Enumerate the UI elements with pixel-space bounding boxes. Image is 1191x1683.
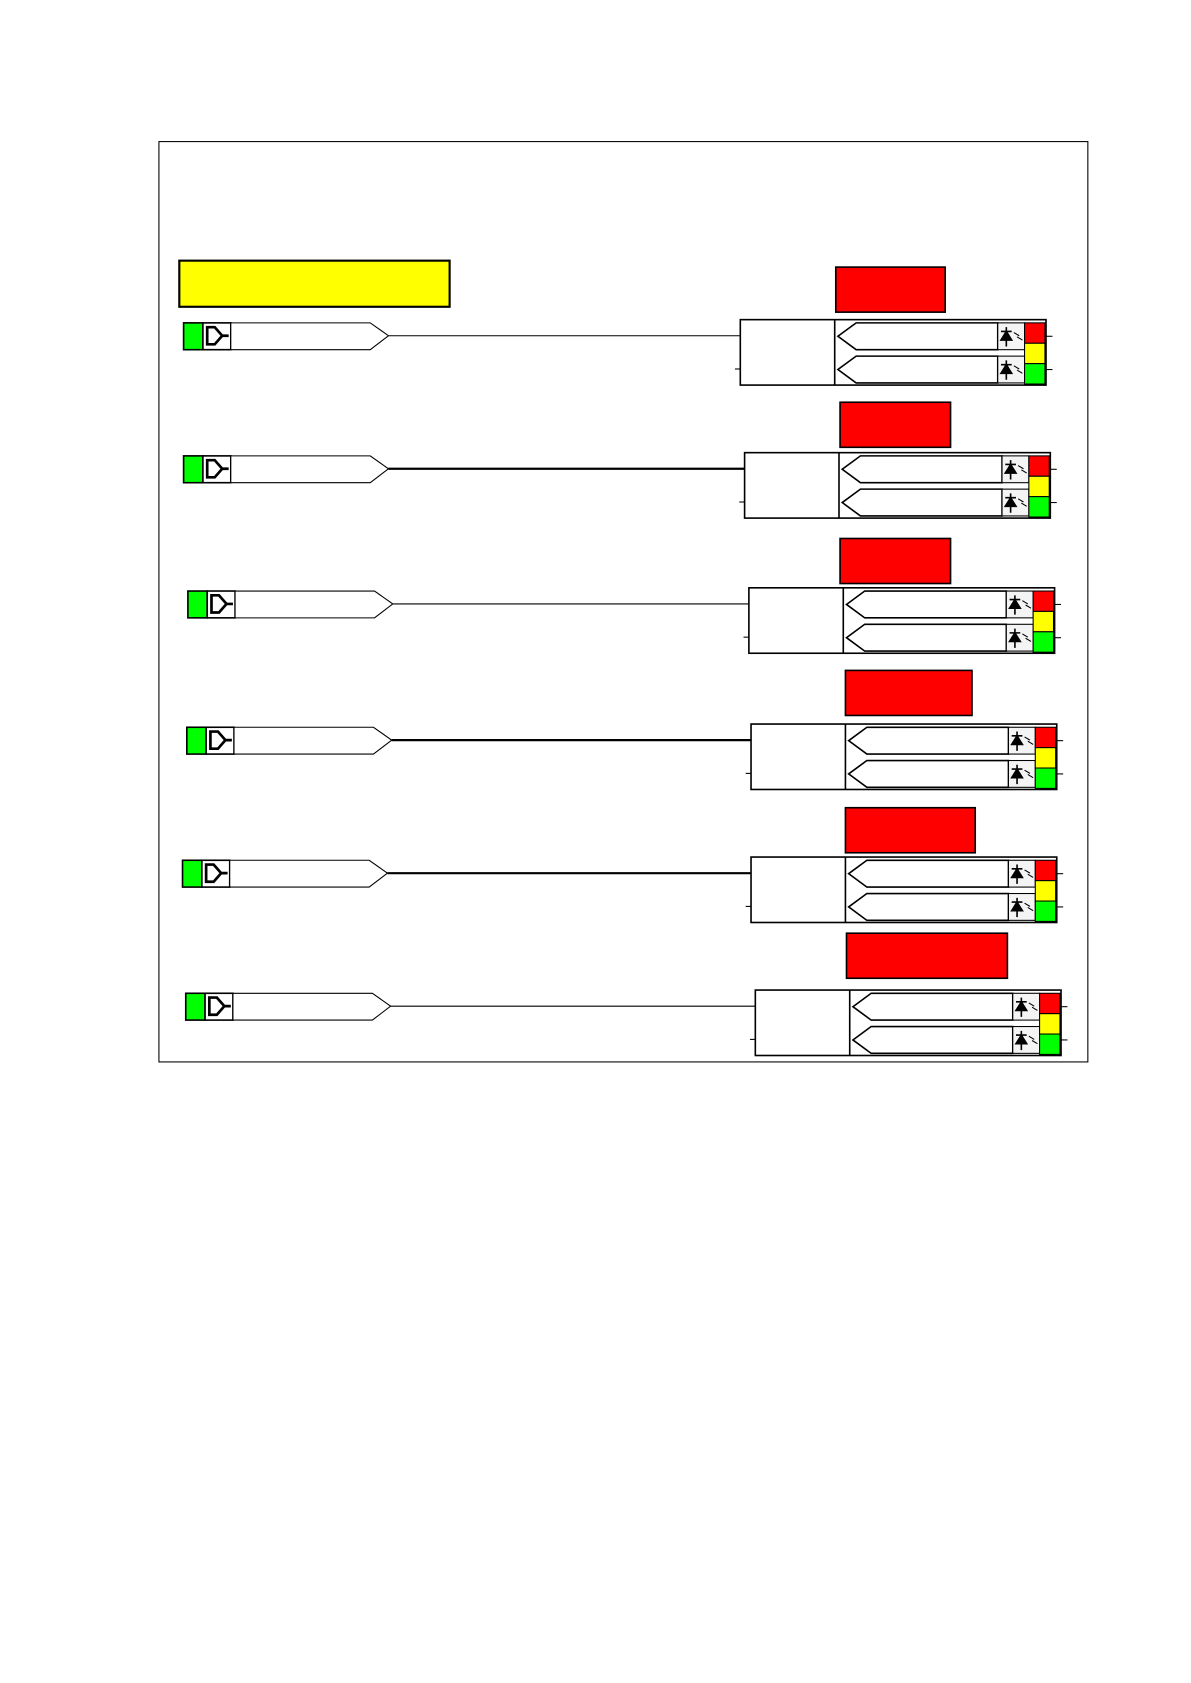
light-rays-icon xyxy=(1017,498,1027,507)
connector-icon xyxy=(209,730,232,751)
channel-tag xyxy=(840,488,1003,517)
light-rays-icon xyxy=(1017,465,1027,474)
channel-row-6 xyxy=(184,932,1068,1057)
status-lamp-red xyxy=(1024,322,1046,344)
status-lamp-green xyxy=(1024,363,1046,385)
status-lamp-yellow xyxy=(1028,475,1050,498)
label-block xyxy=(845,932,1009,980)
source-tag xyxy=(234,590,394,619)
status-lamp-green xyxy=(1039,1033,1061,1055)
source-tag xyxy=(233,726,393,755)
photodiode-icon-box xyxy=(1001,455,1030,484)
label-block xyxy=(844,669,973,717)
source-tag xyxy=(230,455,390,484)
status-lamp-yellow xyxy=(1032,610,1055,633)
light-rays-icon xyxy=(1013,365,1023,374)
photodiode-icon xyxy=(1014,1030,1029,1051)
photodiode-icon xyxy=(1003,460,1018,480)
channel-tag xyxy=(847,859,1010,888)
status-lamp-green xyxy=(1028,496,1050,518)
status-lamp-green xyxy=(1034,900,1057,922)
photodiode-icon xyxy=(1008,628,1022,648)
channel-row-3 xyxy=(187,537,1062,655)
label-block xyxy=(839,537,952,585)
label-block xyxy=(839,401,952,449)
label-block xyxy=(834,266,946,313)
light-rays-icon xyxy=(1024,869,1034,878)
photodiode-icon xyxy=(1010,764,1024,785)
channel-row-4 xyxy=(186,669,1064,791)
photodiode-icon-box xyxy=(1012,1025,1041,1054)
channel-tag xyxy=(845,623,1008,652)
connector-icon xyxy=(205,458,229,479)
diagram-frame xyxy=(158,141,1089,1063)
status-lamp-yellow xyxy=(1034,880,1057,902)
photodiode-icon xyxy=(1008,595,1022,615)
light-rays-icon xyxy=(1024,736,1034,745)
channel-row-1 xyxy=(182,266,1053,386)
photodiode-icon-box xyxy=(1005,590,1034,619)
light-rays-icon xyxy=(1022,633,1032,642)
photodiode-icon xyxy=(1003,493,1018,513)
source-status-indicator xyxy=(186,726,207,755)
source-status-indicator xyxy=(182,455,204,484)
light-rays-icon xyxy=(1022,600,1032,609)
connector-icon xyxy=(210,593,233,614)
light-rays-icon xyxy=(1024,902,1034,912)
channel-tag xyxy=(847,726,1010,755)
source-status-indicator xyxy=(187,590,209,619)
photodiode-icon-box xyxy=(1012,992,1041,1021)
status-lamp-red xyxy=(1034,859,1057,882)
channel-tag xyxy=(847,892,1010,922)
source-tag xyxy=(230,322,390,351)
photodiode-icon-box xyxy=(1007,892,1036,921)
light-rays-icon xyxy=(1028,1035,1038,1045)
channel-tag xyxy=(836,322,999,351)
photodiode-icon-box xyxy=(1005,623,1034,652)
status-lamp-red xyxy=(1034,726,1057,749)
photodiode-icon-box xyxy=(1007,859,1036,888)
channel-tag xyxy=(851,992,1014,1021)
photodiode-icon-box xyxy=(997,322,1026,351)
status-lamp-red xyxy=(1032,590,1055,612)
channel-row-2 xyxy=(182,401,1057,519)
source-status-indicator xyxy=(181,859,203,888)
photodiode-icon xyxy=(1010,864,1024,884)
label-block xyxy=(844,806,977,854)
status-lamp-green xyxy=(1034,767,1057,789)
photodiode-icon-box xyxy=(1007,759,1036,788)
photodiode-icon xyxy=(999,360,1014,380)
channel-tag xyxy=(847,759,1010,789)
source-status-indicator xyxy=(184,992,206,1021)
photodiode-icon-box xyxy=(997,355,1026,384)
light-rays-icon xyxy=(1024,769,1034,779)
photodiode-icon-box xyxy=(1001,488,1030,517)
photodiode-icon xyxy=(1010,731,1024,751)
photodiode-icon-box xyxy=(1007,726,1036,755)
source-tag xyxy=(232,992,392,1021)
photodiode-icon xyxy=(1014,997,1029,1017)
status-lamp-green xyxy=(1032,631,1055,653)
status-lamp-yellow xyxy=(1024,342,1046,365)
connector-icon xyxy=(208,996,231,1017)
light-rays-icon xyxy=(1028,1002,1038,1011)
channel-tag xyxy=(845,590,1008,619)
connector-icon xyxy=(204,863,228,884)
connector-icon xyxy=(205,325,229,346)
source-tag xyxy=(229,859,389,888)
channel-tag xyxy=(851,1025,1014,1055)
header-block xyxy=(178,259,451,308)
channel-tag xyxy=(836,355,999,384)
source-status-indicator xyxy=(182,322,204,351)
channel-row-5 xyxy=(181,806,1064,924)
light-rays-icon xyxy=(1013,332,1023,341)
photodiode-icon xyxy=(999,327,1014,347)
status-lamp-yellow xyxy=(1039,1013,1061,1035)
status-lamp-yellow xyxy=(1034,747,1057,769)
status-lamp-red xyxy=(1039,992,1061,1015)
photodiode-icon xyxy=(1010,897,1024,918)
channel-tag xyxy=(840,455,1003,484)
status-lamp-red xyxy=(1028,455,1050,477)
